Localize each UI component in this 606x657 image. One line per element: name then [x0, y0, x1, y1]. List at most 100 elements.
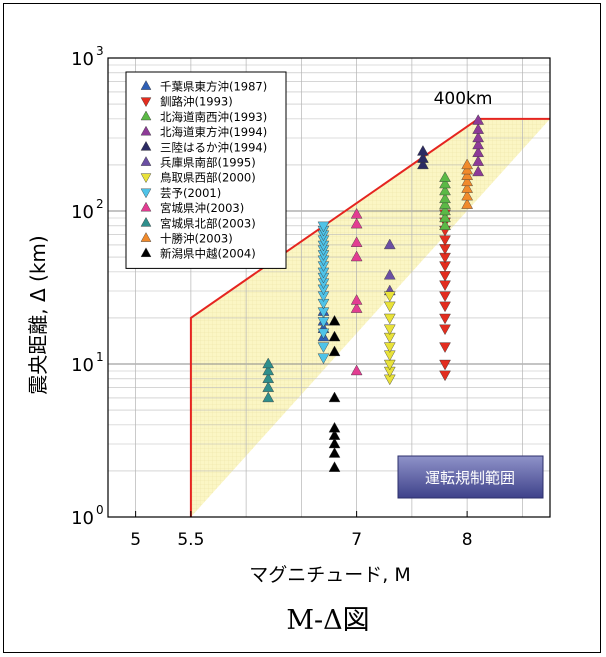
data-point-10	[461, 169, 473, 180]
data-point-8	[350, 208, 363, 219]
data-point-10	[461, 182, 473, 193]
region-label-box: 運転規制範囲	[397, 455, 544, 499]
data-point-11	[328, 437, 341, 449]
legend-label: 三陸はるか沖(1994)	[160, 140, 267, 154]
y-tick-exponent: 0	[96, 503, 104, 517]
legend-label: 新潟県中越(2004)	[160, 247, 256, 261]
data-point-11	[328, 461, 341, 472]
legend-marker	[140, 173, 152, 184]
data-point-7	[317, 221, 330, 233]
legend-marker	[140, 156, 152, 166]
data-point-6	[383, 313, 396, 325]
y-tick-label: 10	[71, 202, 94, 223]
plot-frame	[107, 57, 551, 518]
x-axis-label: マグニチュード, M	[249, 564, 410, 586]
legend-marker	[140, 97, 152, 108]
data-point-8	[350, 217, 363, 229]
legend-label: 宮城県北部(2003)	[160, 216, 256, 230]
data-points	[262, 114, 485, 472]
legend-label: 芸予(2001)	[160, 186, 221, 200]
data-point-1	[439, 280, 451, 292]
data-point-6	[383, 301, 396, 313]
data-point-11	[328, 421, 341, 433]
data-point-6	[383, 291, 396, 302]
regulation-boundary-line	[189, 117, 550, 517]
y-tick-exponent: 3	[96, 44, 104, 58]
data-point-3	[472, 146, 485, 157]
legend-label: 釧路沖(1993)	[160, 95, 233, 109]
data-point-4	[417, 145, 429, 156]
data-point-4	[417, 158, 429, 170]
data-point-1	[439, 342, 451, 353]
data-point-5	[383, 268, 396, 280]
data-point-1	[439, 324, 451, 336]
data-point-11	[328, 447, 341, 458]
legend-marker	[140, 110, 152, 121]
data-point-3	[472, 155, 485, 166]
data-point-1	[439, 370, 451, 382]
y-tick-label: 10	[71, 508, 94, 529]
y-tick-label: 10	[71, 355, 94, 376]
data-point-9	[262, 391, 275, 403]
data-point-8	[350, 294, 363, 305]
data-point-1	[439, 301, 451, 313]
data-point-1	[439, 235, 451, 246]
data-point-8	[350, 302, 363, 313]
legend-marker	[140, 247, 152, 257]
legend-label: 宮城県沖(2003)	[160, 201, 244, 215]
legend-label: 鳥取県西部(2000)	[160, 171, 256, 185]
legend-label: 兵庫県南部(1995)	[160, 156, 256, 170]
legend-label: 北海道南西沖(1993)	[160, 110, 267, 124]
y-tick-label: 10	[71, 49, 94, 70]
legend-label: 千葉県東方沖(1987)	[160, 80, 267, 94]
regulation-region	[190, 118, 550, 518]
data-point-4	[417, 152, 429, 163]
legend-label: 北海道東方沖(1994)	[160, 125, 267, 139]
legend-label: 十勝沖(2003)	[160, 232, 233, 246]
y-tick-exponent: 2	[96, 197, 104, 211]
data-point-9	[262, 364, 275, 376]
data-point-9	[262, 372, 275, 383]
legend-marker	[140, 125, 152, 136]
y-axis-label: 震央距離, Δ (km)	[26, 235, 50, 394]
data-point-3	[472, 138, 485, 150]
x-tick-label: 5.5	[177, 530, 204, 550]
data-point-2	[439, 211, 451, 223]
data-point-10	[461, 158, 473, 170]
data-point-1	[439, 291, 451, 302]
data-point-10	[461, 198, 473, 209]
data-point-7	[317, 328, 330, 340]
data-point-11	[328, 330, 341, 342]
data-point-6	[383, 324, 396, 336]
data-point-3	[472, 114, 485, 125]
data-point-1	[439, 359, 451, 371]
legend-marker	[140, 201, 152, 212]
x-tick-label: 5	[130, 530, 141, 550]
legend-marker	[140, 188, 152, 199]
data-point-8	[350, 364, 363, 376]
data-point-8	[350, 236, 363, 247]
data-point-2	[439, 171, 451, 182]
y-tick-exponent: 1	[96, 350, 104, 364]
data-point-1	[439, 271, 451, 282]
data-point-11	[328, 391, 341, 403]
data-point-1	[439, 313, 451, 325]
data-point-7	[317, 353, 330, 365]
data-point-5	[383, 238, 396, 250]
data-point-7	[317, 342, 330, 353]
data-point-11	[328, 314, 341, 326]
data-point-2	[439, 204, 451, 216]
legend-marker	[140, 216, 152, 227]
chart-legend: 千葉県東方沖(1987)釧路沖(1993)北海道南西沖(1993)北海道東方沖(…	[125, 71, 287, 269]
data-point-11	[328, 429, 341, 440]
legend-box	[125, 71, 287, 269]
data-point-3	[472, 123, 485, 134]
legend-marker	[140, 232, 152, 242]
data-point-8	[350, 250, 363, 262]
cap-label-400km: 400km	[434, 89, 493, 109]
data-point-10	[461, 163, 473, 175]
data-point-11	[328, 345, 341, 357]
x-tick-label: 7	[351, 530, 362, 550]
regulation-fill	[190, 118, 550, 518]
